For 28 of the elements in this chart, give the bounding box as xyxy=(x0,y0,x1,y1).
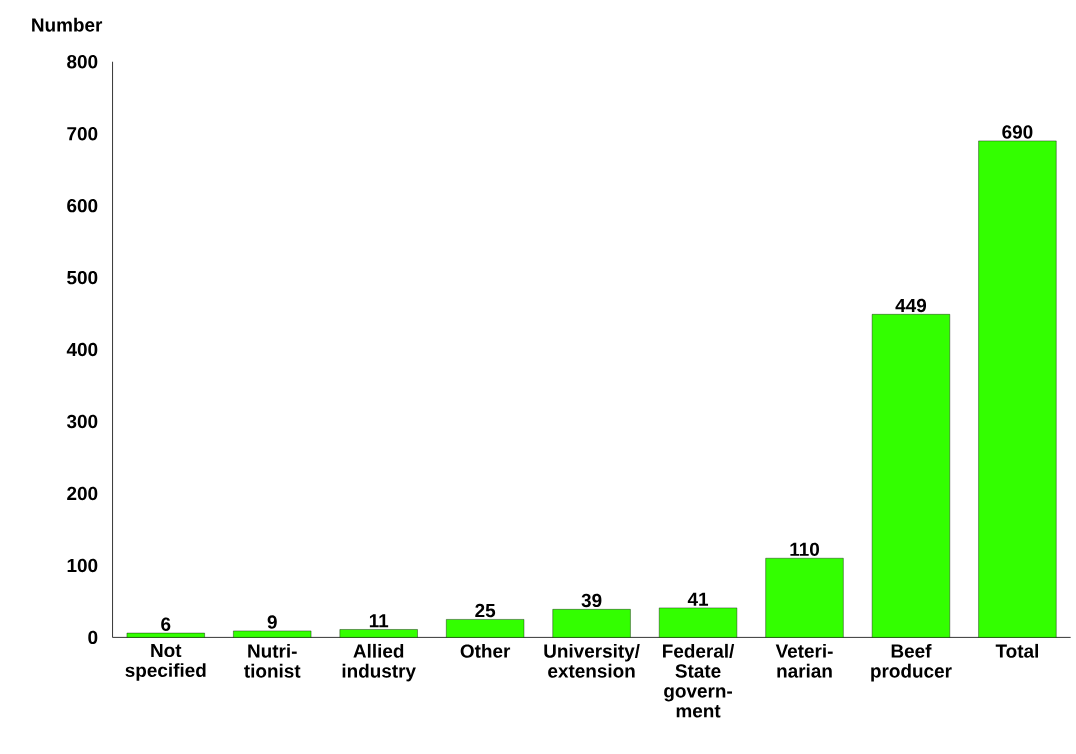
x-tick-label: Beef producer xyxy=(871,643,952,682)
x-tick-label: Total xyxy=(995,643,1038,658)
data-label: 39 xyxy=(581,593,602,608)
y-tick-label: 600 xyxy=(67,198,98,213)
y-tick-label: 400 xyxy=(66,342,98,357)
y-tick-label: 0 xyxy=(88,630,98,645)
data-label: 25 xyxy=(475,603,496,618)
x-tick-label: Other xyxy=(460,643,511,658)
data-label: 449 xyxy=(895,298,927,313)
x-tick-label: Federal/ State govern-ment xyxy=(663,643,735,718)
data-label: 11 xyxy=(369,614,389,628)
data-label: 110 xyxy=(790,542,819,557)
y-tick-label: 800 xyxy=(67,55,98,69)
y-tick-label: 300 xyxy=(66,414,98,429)
data-label: 6 xyxy=(161,617,171,631)
x-tick-label: Allied industry xyxy=(342,643,416,682)
y-axis-title: Number xyxy=(32,17,103,32)
x-tick-label: University/ extension xyxy=(544,643,640,678)
y-tick-label: 200 xyxy=(67,486,98,501)
data-label: 9 xyxy=(267,615,277,629)
data-label: 690 xyxy=(1002,125,1033,139)
data-label: 41 xyxy=(687,592,709,606)
y-tick-label: 700 xyxy=(67,127,98,141)
y-tick-label: 500 xyxy=(67,270,98,285)
x-tick-label: Veteri-narian xyxy=(775,643,833,678)
y-tick-label: 100 xyxy=(67,558,98,573)
x-tick-label: Not specified xyxy=(125,643,206,681)
x-tick-label: Nutri-tionist xyxy=(244,643,301,678)
